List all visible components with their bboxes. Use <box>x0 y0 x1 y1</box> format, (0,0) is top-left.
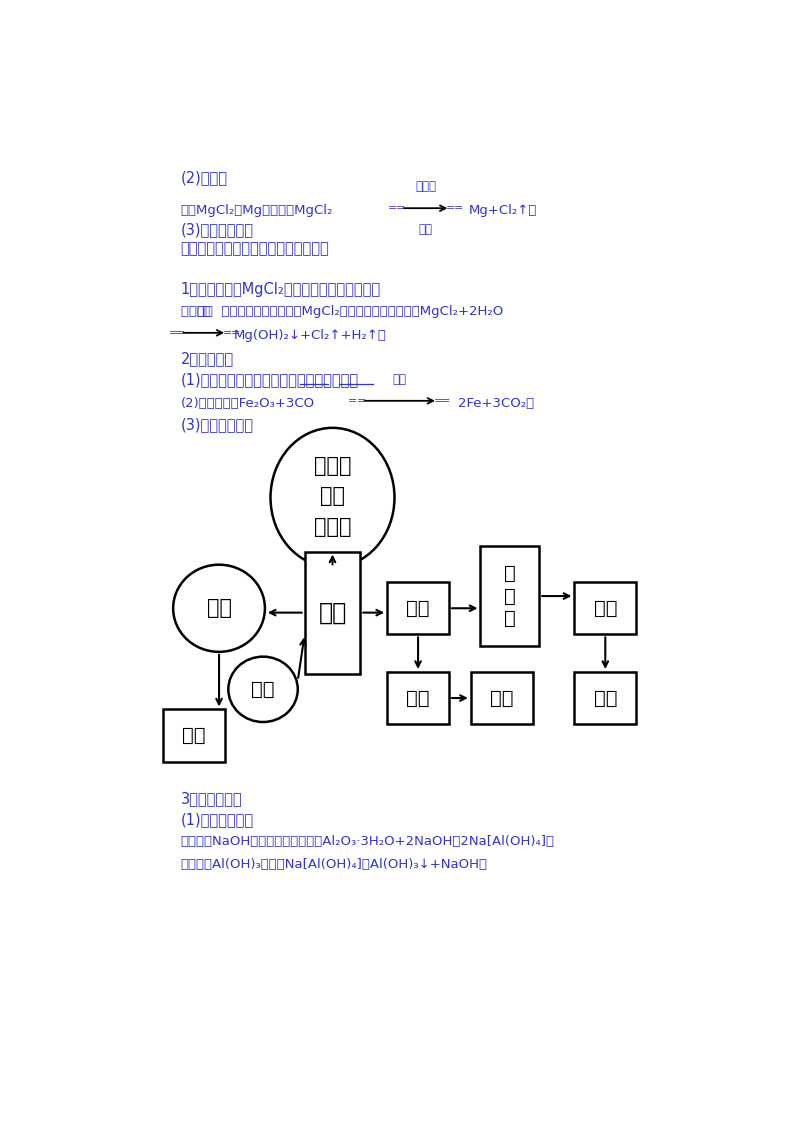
Text: =: = <box>176 328 186 337</box>
Text: 炼: 炼 <box>504 564 516 583</box>
Text: =: = <box>169 328 178 337</box>
Bar <box>387 672 449 724</box>
Text: 鑂材: 鑂材 <box>594 688 617 708</box>
Text: =: = <box>348 396 358 405</box>
Text: 降温析出Al(OH)₃晶体：Na[Al(OH)₄]＝Al(OH)₃↓+NaOH；: 降温析出Al(OH)₃晶体：Na[Al(OH)₄]＝Al(OH)₃↓+NaOH； <box>181 858 488 871</box>
Text: =: = <box>230 328 240 337</box>
Text: 焦炭: 焦炭 <box>320 486 345 506</box>
Text: 水泥: 水泥 <box>182 726 206 745</box>
Text: Mg(OH)₂↓+Cl₂↑+H₂↑。: Mg(OH)₂↓+Cl₂↑+H₂↑。 <box>234 329 386 342</box>
Text: 《提示》  不能。用惰性电极电解MgCl₂溶液时发生的反应为：MgCl₂+2H₂O: 《提示》 不能。用惰性电极电解MgCl₂溶液时发生的反应为：MgCl₂+2H₂O <box>181 306 503 318</box>
Text: =: = <box>388 203 398 213</box>
Text: 空气: 空气 <box>251 680 275 698</box>
Text: 炉渣: 炉渣 <box>206 599 231 618</box>
Text: 铝土矿与NaOH溶液在高温下反应：Al₂O₃·3H₂O+2NaOH＝2Na[Al(OH)₄]；: 铝土矿与NaOH溶液在高温下反应：Al₂O₃·3H₂O+2NaOH＝2Na[Al… <box>181 835 554 848</box>
Ellipse shape <box>228 657 298 722</box>
Bar <box>480 546 539 646</box>
Text: =: = <box>434 396 443 405</box>
Text: (3)金属冶炼原理: (3)金属冶炼原理 <box>181 223 254 238</box>
Text: =: = <box>442 396 450 405</box>
Text: =: = <box>446 203 456 213</box>
Text: =: = <box>223 328 233 337</box>
Text: =: = <box>395 203 405 213</box>
Text: 2．高炉练鐵: 2．高炉练鐵 <box>181 351 234 367</box>
Text: (2)主要反应：Fe₂O₃+3CO: (2)主要反应：Fe₂O₃+3CO <box>181 397 314 410</box>
Bar <box>305 551 361 674</box>
Text: 高炉: 高炉 <box>318 601 346 625</box>
Text: 铸件: 铸件 <box>490 688 514 708</box>
Text: 炉: 炉 <box>504 609 516 628</box>
Text: 通电: 通电 <box>197 305 211 318</box>
Text: 生鐵: 生鐵 <box>406 599 430 618</box>
Text: Mg+Cl₂↑。: Mg+Cl₂↑。 <box>469 204 538 217</box>
Text: =: = <box>454 203 463 213</box>
Text: (1)氧化钓的生产: (1)氧化钓的生产 <box>181 812 254 826</box>
Text: 3．电解法炼钓: 3．电解法炼钓 <box>181 791 242 806</box>
Text: (2)电解法: (2)电解法 <box>181 170 228 186</box>
Text: 1．能否用电解MgCl₂溶液的方法获得金属镁？: 1．能否用电解MgCl₂溶液的方法获得金属镁？ <box>181 282 381 297</box>
Bar <box>574 672 636 724</box>
Text: 熙融: 熙融 <box>418 223 433 235</box>
Text: (1)原料：赤鐵矿石、焦炭、石灰石、空气。: (1)原料：赤鐵矿石、焦炭、石灰石、空气。 <box>181 372 358 387</box>
Bar <box>470 672 533 724</box>
Bar <box>387 582 449 634</box>
Text: 高温: 高温 <box>393 374 406 386</box>
Text: 石灰石: 石灰石 <box>314 517 351 538</box>
Text: 金属阳离子得电子被还原成金属原子。: 金属阳离子得电子被还原成金属原子。 <box>181 241 330 257</box>
Text: 2Fe+3CO₂。: 2Fe+3CO₂。 <box>458 397 534 410</box>
Text: 轧鑂: 轧鑂 <box>594 599 617 618</box>
Text: 鐵矿石: 鐵矿石 <box>314 456 351 477</box>
Text: 铸造: 铸造 <box>406 688 430 708</box>
Text: =: = <box>357 396 366 405</box>
Bar <box>163 710 226 762</box>
Text: 电解MgCl₂制Mg的反应：MgCl₂: 电解MgCl₂制Mg的反应：MgCl₂ <box>181 204 333 217</box>
Bar <box>574 582 636 634</box>
Text: 鑂: 鑂 <box>504 586 516 606</box>
Text: 直流电: 直流电 <box>415 180 436 194</box>
Text: (3)生产工艺流程: (3)生产工艺流程 <box>181 417 254 431</box>
Ellipse shape <box>270 428 394 567</box>
Ellipse shape <box>173 565 265 652</box>
